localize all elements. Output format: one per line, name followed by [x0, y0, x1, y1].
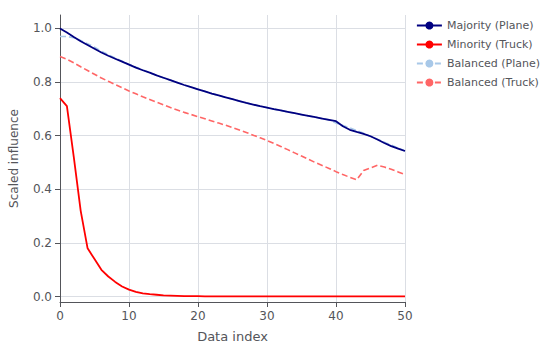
svg-text:40: 40	[328, 309, 343, 323]
svg-text:Minority (Truck): Minority (Truck)	[447, 38, 533, 51]
svg-text:0.6: 0.6	[33, 129, 52, 143]
svg-text:Scaled influence: Scaled influence	[7, 109, 21, 208]
svg-text:0.0: 0.0	[33, 290, 52, 304]
svg-text:0.2: 0.2	[33, 236, 52, 250]
svg-text:0.8: 0.8	[33, 75, 52, 89]
svg-text:20: 20	[190, 309, 205, 323]
svg-text:Balanced (Plane): Balanced (Plane)	[447, 57, 540, 70]
svg-text:10: 10	[121, 309, 136, 323]
svg-text:0: 0	[56, 309, 64, 323]
svg-text:Data index: Data index	[197, 329, 268, 344]
svg-text:Majority (Plane): Majority (Plane)	[447, 19, 534, 32]
svg-text:30: 30	[259, 309, 274, 323]
svg-text:0.4: 0.4	[33, 182, 52, 196]
svg-text:Balanced (Truck): Balanced (Truck)	[447, 76, 539, 89]
svg-text:50: 50	[397, 309, 412, 323]
svg-text:1.0: 1.0	[33, 21, 52, 35]
